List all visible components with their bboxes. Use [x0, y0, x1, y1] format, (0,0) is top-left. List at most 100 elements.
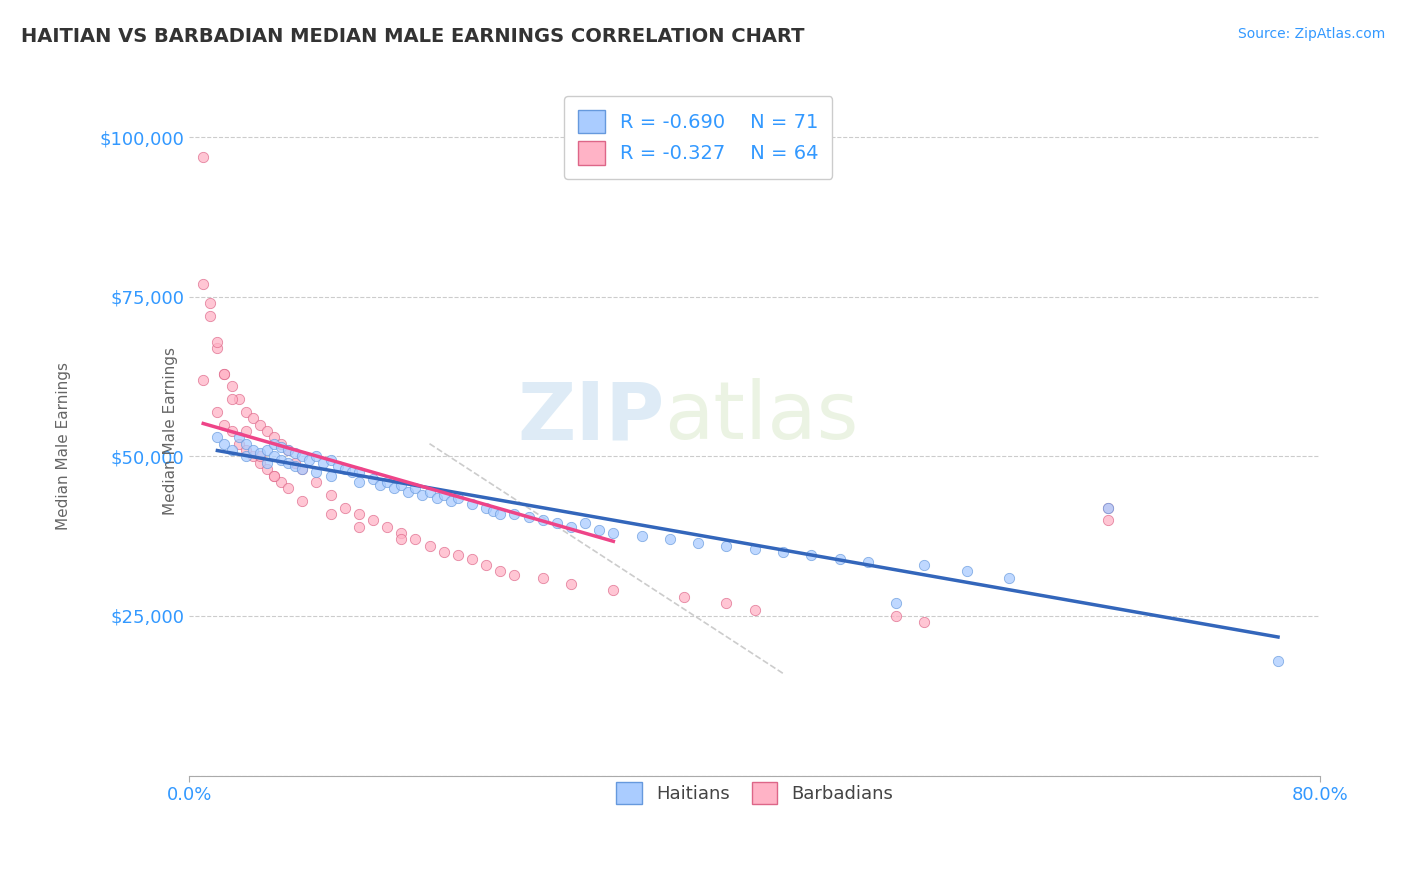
Point [305, 450, 328, 464]
Point [319, 488, 342, 502]
Point [207, 405, 229, 419]
Point [389, 526, 412, 541]
Point [193, 373, 215, 387]
Point [214, 417, 236, 432]
Point [221, 392, 243, 406]
Point [418, 539, 440, 553]
Point [884, 609, 907, 624]
Point [256, 424, 278, 438]
Point [716, 596, 738, 610]
Point [214, 436, 236, 450]
Point [193, 277, 215, 292]
Point [828, 551, 851, 566]
Point [574, 516, 596, 531]
Point [319, 452, 342, 467]
Point [489, 564, 512, 578]
Point [263, 450, 285, 464]
Point [221, 443, 243, 458]
Text: atlas: atlas [664, 378, 859, 456]
Point [433, 545, 456, 559]
Text: Median Male Earnings: Median Male Earnings [56, 362, 70, 530]
Point [744, 541, 766, 556]
Point [461, 551, 484, 566]
Point [404, 533, 426, 547]
Point [602, 583, 624, 598]
Point [560, 577, 582, 591]
Point [531, 571, 554, 585]
Point [263, 436, 285, 450]
Point [673, 590, 696, 604]
Point [433, 488, 456, 502]
Point [503, 507, 526, 521]
Point [249, 446, 271, 460]
Point [368, 478, 391, 492]
Point [284, 446, 307, 460]
Point [475, 500, 498, 515]
Point [277, 456, 299, 470]
Point [214, 367, 236, 381]
Point [207, 341, 229, 355]
Point [207, 334, 229, 349]
Point [242, 450, 264, 464]
Point [347, 519, 370, 533]
Point [447, 491, 470, 505]
Point [375, 519, 398, 533]
Point [277, 443, 299, 458]
Point [326, 458, 349, 473]
Point [382, 481, 405, 495]
Point [956, 564, 979, 578]
Point [249, 450, 271, 464]
Point [998, 571, 1021, 585]
Point [291, 462, 314, 476]
Point [200, 296, 222, 310]
Point [361, 472, 384, 486]
Text: Source: ZipAtlas.com: Source: ZipAtlas.com [1237, 27, 1385, 41]
Point [207, 430, 229, 444]
Point [914, 558, 936, 572]
Point [270, 475, 292, 489]
Point [263, 468, 285, 483]
Point [228, 392, 250, 406]
Point [375, 475, 398, 489]
Point [256, 462, 278, 476]
Text: HAITIAN VS BARBADIAN MEDIAN MALE EARNINGS CORRELATION CHART: HAITIAN VS BARBADIAN MEDIAN MALE EARNING… [21, 27, 804, 45]
Point [235, 443, 257, 458]
Point [277, 481, 299, 495]
Point [284, 456, 307, 470]
Point [319, 507, 342, 521]
Point [426, 491, 449, 505]
Point [256, 456, 278, 470]
Point [263, 430, 285, 444]
Point [800, 549, 823, 563]
Point [1097, 500, 1119, 515]
Point [658, 533, 681, 547]
Point [305, 475, 328, 489]
Point [772, 545, 794, 559]
Point [235, 424, 257, 438]
Point [270, 436, 292, 450]
Point [291, 462, 314, 476]
Point [396, 484, 419, 499]
Point [630, 529, 652, 543]
Point [221, 424, 243, 438]
Point [249, 417, 271, 432]
Point [389, 478, 412, 492]
Point [503, 567, 526, 582]
Point [228, 430, 250, 444]
Point [242, 411, 264, 425]
Point [546, 516, 568, 531]
Point [333, 462, 356, 476]
Point [418, 484, 440, 499]
Point [291, 450, 314, 464]
Point [235, 405, 257, 419]
Point [716, 539, 738, 553]
Point [1267, 654, 1289, 668]
Point [389, 533, 412, 547]
Point [214, 367, 236, 381]
Point [347, 507, 370, 521]
Point [1097, 513, 1119, 527]
Point [531, 513, 554, 527]
Point [688, 535, 710, 549]
Point [411, 488, 433, 502]
Point [193, 150, 215, 164]
